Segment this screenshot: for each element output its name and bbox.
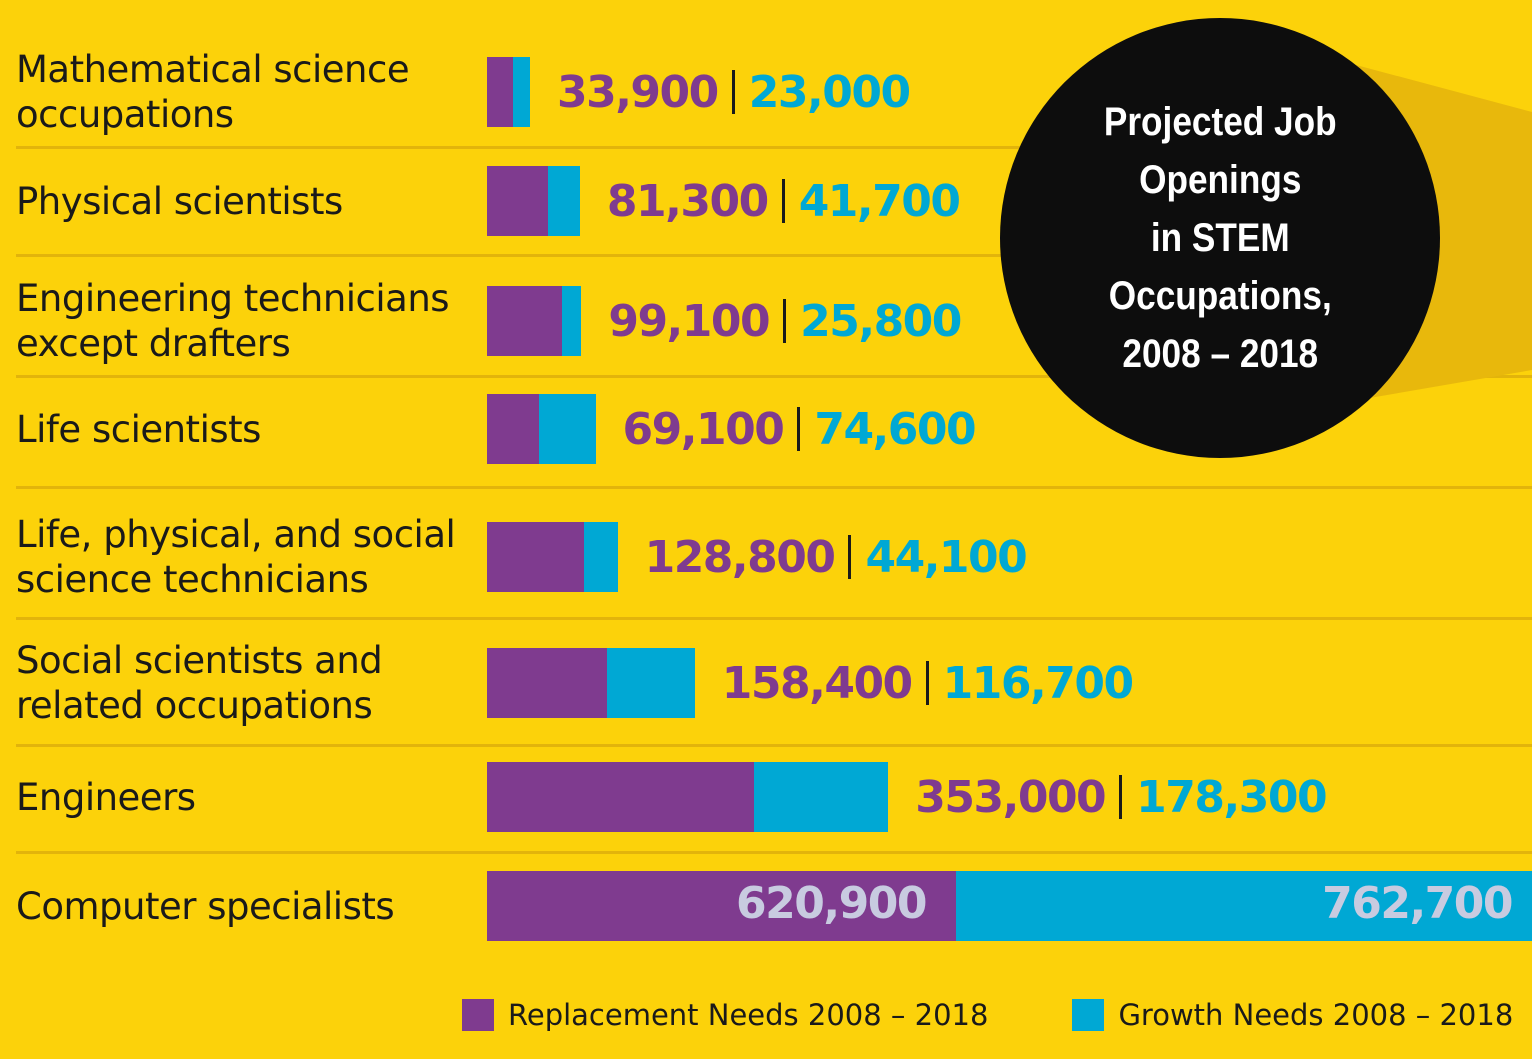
value-label-growth: 178,300 bbox=[1136, 771, 1327, 823]
bar-replacement bbox=[487, 394, 540, 464]
category-label: Computer specialists bbox=[16, 884, 395, 928]
value-labels: 33,900 23,000 bbox=[556, 62, 911, 122]
value-separator bbox=[731, 70, 735, 114]
category-label: Life scientists bbox=[16, 407, 261, 451]
legend-item-replacement: Replacement Needs 2008 – 2018 bbox=[462, 998, 988, 1032]
value-label-growth: 41,700 bbox=[798, 175, 961, 227]
category-label: Engineers bbox=[16, 775, 196, 819]
legend-swatch-growth bbox=[1072, 999, 1105, 1031]
row-divider bbox=[16, 617, 1532, 620]
value-separator bbox=[797, 407, 801, 451]
value-separator bbox=[781, 179, 785, 223]
bar-growth bbox=[561, 286, 582, 356]
bar-replacement bbox=[487, 57, 513, 127]
value-labels: 128,800 44,100 bbox=[644, 527, 1028, 587]
bar-growth bbox=[955, 871, 1532, 941]
legend-label-replacement: Replacement Needs 2008 – 2018 bbox=[508, 998, 989, 1032]
value-label-replacement: 128,800 bbox=[644, 531, 836, 583]
row-divider bbox=[16, 146, 1532, 149]
value-label-replacement: 353,000 bbox=[915, 771, 1106, 823]
category-label: Life, physical, and social science techn… bbox=[16, 513, 456, 601]
bar-growth bbox=[512, 57, 530, 127]
value-separator bbox=[925, 661, 929, 705]
chart-legend: Replacement Needs 2008 – 2018 Growth Nee… bbox=[462, 998, 1513, 1032]
value-labels: 99,100 25,800 bbox=[608, 291, 962, 351]
bar-replacement bbox=[487, 871, 956, 941]
category-label: Engineering technicians except drafters bbox=[16, 277, 450, 365]
row-divider bbox=[16, 486, 1532, 489]
value-separator bbox=[1119, 775, 1123, 819]
legend-label-growth: Growth Needs 2008 – 2018 bbox=[1118, 998, 1514, 1032]
bar-replacement bbox=[487, 166, 549, 236]
bar-growth bbox=[584, 522, 618, 592]
bar-growth bbox=[753, 762, 889, 832]
category-label: Social scientists and related occupation… bbox=[16, 639, 383, 727]
value-labels: 81,300 41,700 bbox=[606, 171, 961, 231]
value-label-replacement: 158,400 bbox=[721, 657, 913, 709]
bar-replacement bbox=[487, 522, 585, 592]
value-label-replacement: 69,100 bbox=[622, 403, 785, 455]
legend-swatch-replacement bbox=[462, 999, 494, 1031]
bar-growth bbox=[539, 394, 596, 464]
value-label-growth: 44,100 bbox=[865, 531, 1027, 583]
value-labels: 69,100 74,600 bbox=[622, 399, 977, 459]
row-divider bbox=[16, 851, 1532, 854]
value-separator bbox=[848, 535, 852, 579]
legend-item-growth: Growth Needs 2008 – 2018 bbox=[1072, 998, 1513, 1032]
value-label-growth: 762,700 bbox=[1322, 878, 1513, 929]
category-label: Physical scientists bbox=[16, 179, 343, 223]
bar-replacement bbox=[487, 762, 754, 832]
value-label-growth: 23,000 bbox=[748, 66, 911, 118]
value-label-growth: 25,800 bbox=[800, 295, 962, 347]
row-divider bbox=[16, 375, 1532, 378]
chart-title-badge: Projected Job Openings in STEM Occupatio… bbox=[1000, 18, 1440, 458]
row-divider bbox=[16, 744, 1532, 747]
value-label-replacement: 81,300 bbox=[606, 175, 769, 227]
row-divider bbox=[16, 254, 1532, 257]
value-labels: 353,000 178,300 bbox=[915, 767, 1327, 827]
value-label-replacement: 99,100 bbox=[608, 295, 770, 347]
bar-replacement bbox=[487, 286, 562, 356]
value-label-replacement: 33,900 bbox=[556, 66, 719, 118]
bar-growth bbox=[548, 166, 580, 236]
bar-replacement bbox=[487, 648, 607, 718]
value-label-replacement: 620,900 bbox=[736, 878, 927, 929]
bar-growth bbox=[606, 648, 695, 718]
value-label-growth: 74,600 bbox=[814, 403, 976, 455]
category-label: Mathematical science occupations bbox=[16, 48, 410, 136]
value-labels: 158,400 116,700 bbox=[721, 653, 1134, 713]
chart-title: Projected Job Openings in STEM Occupatio… bbox=[1103, 100, 1337, 376]
value-separator bbox=[783, 299, 787, 343]
value-label-growth: 116,700 bbox=[942, 657, 1134, 709]
